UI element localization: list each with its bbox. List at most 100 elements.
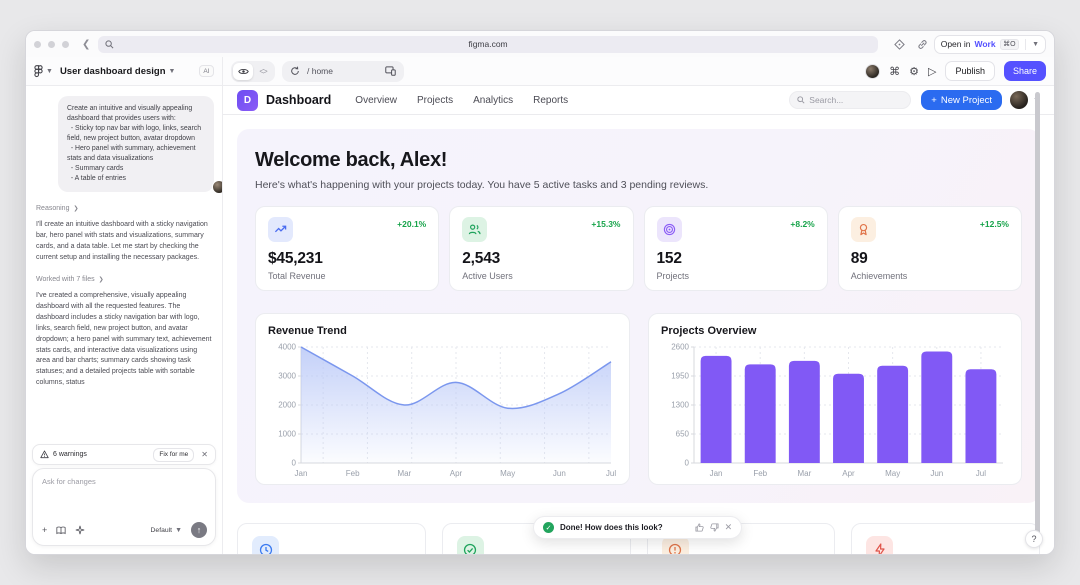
nav-link-reports[interactable]: Reports bbox=[533, 95, 568, 106]
stat-value: $45,231 bbox=[268, 250, 426, 268]
svg-text:Feb: Feb bbox=[346, 469, 360, 478]
alert-circle-icon bbox=[668, 543, 682, 556]
feedback-icon[interactable] bbox=[894, 39, 905, 50]
traffic-light-zoom[interactable] bbox=[62, 41, 69, 48]
thumbs-up-icon[interactable] bbox=[695, 523, 704, 532]
revenue-trend-card: Revenue Trend 01000200030004000JanFebMar… bbox=[255, 313, 630, 485]
sparkle-icon[interactable] bbox=[75, 525, 85, 535]
stat-label: Total Revenue bbox=[268, 271, 426, 281]
device-preview-icon[interactable] bbox=[385, 66, 396, 76]
view-mode-toggle: <> bbox=[231, 61, 275, 82]
trending-up-icon bbox=[274, 223, 287, 236]
stat-value: 152 bbox=[657, 250, 815, 268]
send-button[interactable]: ↑ bbox=[191, 522, 207, 538]
svg-text:650: 650 bbox=[676, 430, 690, 439]
code-view-toggle[interactable]: <> bbox=[253, 63, 273, 80]
publish-button[interactable]: Publish bbox=[945, 61, 995, 81]
route-path[interactable]: / home bbox=[307, 66, 333, 76]
nav-link-projects[interactable]: Projects bbox=[417, 95, 453, 106]
preview-eye-toggle[interactable] bbox=[233, 63, 253, 80]
summary-card-urgent[interactable]: 3 bbox=[851, 523, 1040, 555]
open-in-work-button[interactable]: Open in Work ⌘O ▼ bbox=[934, 35, 1046, 54]
link-icon[interactable] bbox=[917, 39, 928, 50]
back-icon[interactable]: ❮ bbox=[82, 39, 90, 50]
worked-with-files-toggle[interactable]: Worked with 7 files❯ bbox=[36, 276, 212, 283]
traffic-light-minimize[interactable] bbox=[48, 41, 55, 48]
chevron-down-icon: ▼ bbox=[175, 527, 182, 534]
target-icon bbox=[663, 223, 676, 236]
warning-icon bbox=[40, 450, 49, 459]
dashboard-brand-name: Dashboard bbox=[266, 93, 331, 107]
address-bar[interactable]: figma.com bbox=[98, 36, 877, 53]
stat-card-achievements[interactable]: +12.5% 89 Achievements bbox=[838, 206, 1022, 291]
clock-icon bbox=[259, 543, 273, 556]
profile-avatar[interactable] bbox=[1010, 91, 1028, 109]
summary-card-pending[interactable]: 12 bbox=[237, 523, 426, 555]
chat-input-card: + Default▼ ↑ bbox=[32, 468, 216, 546]
svg-text:Apr: Apr bbox=[450, 469, 463, 478]
close-icon[interactable]: ✕ bbox=[725, 522, 733, 533]
projects-overview-card: Projects Overview 0650130019502600JanFeb… bbox=[648, 313, 1022, 485]
user-prompt-bubble: Create an intuitive and visually appeali… bbox=[58, 96, 214, 192]
figma-logo-icon[interactable] bbox=[34, 65, 43, 78]
close-icon[interactable]: ✕ bbox=[201, 450, 208, 459]
chart-title: Revenue Trend bbox=[268, 325, 617, 337]
preview-scrollbar[interactable] bbox=[1035, 92, 1040, 543]
svg-text:Jun: Jun bbox=[930, 469, 943, 478]
nav-link-overview[interactable]: Overview bbox=[355, 95, 397, 106]
svg-text:May: May bbox=[500, 469, 515, 478]
stat-card-projects[interactable]: +8.2% 152 Projects bbox=[644, 206, 828, 291]
svg-text:Jul: Jul bbox=[976, 469, 986, 478]
open-in-target: Work bbox=[975, 39, 996, 49]
revenue-trend-plot[interactable]: 01000200030004000JanFebMarAprMayJunJul bbox=[268, 341, 617, 479]
file-name[interactable]: User dashboard design bbox=[60, 66, 166, 77]
hero-subtitle: Here's what's happening with your projec… bbox=[255, 179, 1022, 191]
stat-card-revenue[interactable]: +20.1% $45,231 Total Revenue bbox=[255, 206, 439, 291]
fix-for-me-button[interactable]: Fix for me bbox=[153, 448, 194, 462]
traffic-light-close[interactable] bbox=[34, 41, 41, 48]
nav-link-analytics[interactable]: Analytics bbox=[473, 95, 513, 106]
warnings-banner: 6 warnings Fix for me ✕ bbox=[32, 444, 216, 465]
model-selector[interactable]: Default▼ bbox=[151, 527, 182, 534]
stat-label: Active Users bbox=[462, 271, 620, 281]
play-icon[interactable]: ▷ bbox=[928, 65, 936, 78]
library-book-icon[interactable] bbox=[56, 526, 66, 535]
search-icon bbox=[797, 96, 805, 104]
dashboard-logo: D bbox=[237, 90, 258, 111]
collaborator-avatar[interactable] bbox=[865, 64, 880, 79]
url-text: figma.com bbox=[98, 39, 877, 49]
stat-delta: +12.5% bbox=[980, 219, 1009, 229]
success-check-icon: ✓ bbox=[543, 522, 554, 533]
dashboard-search[interactable] bbox=[789, 91, 911, 109]
svg-text:0: 0 bbox=[292, 459, 297, 468]
route-bar[interactable]: / home bbox=[282, 61, 404, 82]
code-icon: <> bbox=[259, 67, 266, 76]
share-button[interactable]: Share bbox=[1004, 61, 1046, 81]
svg-text:1300: 1300 bbox=[671, 401, 689, 410]
chat-input[interactable] bbox=[42, 477, 206, 517]
file-header: ▼ User dashboard design ▼ AI bbox=[26, 57, 223, 85]
toast-text: Done! How does this look? bbox=[560, 523, 663, 532]
gear-icon[interactable]: ⚙ bbox=[909, 65, 919, 78]
attach-plus-icon[interactable]: + bbox=[42, 525, 47, 535]
hero-title: Welcome back, Alex! bbox=[255, 149, 1022, 172]
new-project-label: New Project bbox=[941, 95, 992, 106]
command-menu-icon[interactable]: ⌘ bbox=[889, 65, 900, 78]
chevron-down-icon[interactable]: ▼ bbox=[169, 68, 176, 75]
refresh-icon[interactable] bbox=[290, 66, 300, 76]
new-project-button[interactable]: +New Project bbox=[921, 90, 1002, 110]
open-in-label: Open in bbox=[941, 39, 971, 49]
chevron-down-icon[interactable]: ▼ bbox=[46, 68, 53, 75]
assistant-summary-message: I've created a comprehensive, visually a… bbox=[36, 291, 212, 389]
preview-toolbar: <> / home ⌘ ⚙ ▷ Publish Share bbox=[223, 57, 1054, 85]
thumbs-down-icon[interactable] bbox=[710, 523, 719, 532]
stat-card-users[interactable]: +15.3% 2,543 Active Users bbox=[449, 206, 633, 291]
chevron-down-icon[interactable]: ▼ bbox=[1032, 41, 1039, 48]
reasoning-toggle[interactable]: Reasoning❯ bbox=[36, 205, 212, 212]
projects-overview-plot[interactable]: 0650130019502600JanFebMarAprMayJunJul bbox=[661, 341, 1009, 479]
stat-delta: +15.3% bbox=[591, 219, 620, 229]
dashboard-search-input[interactable] bbox=[809, 95, 889, 105]
reasoning-label: Reasoning bbox=[36, 205, 69, 212]
help-button[interactable]: ? bbox=[1025, 530, 1043, 548]
app-toolbar: ▼ User dashboard design ▼ AI <> / home bbox=[26, 57, 1054, 86]
